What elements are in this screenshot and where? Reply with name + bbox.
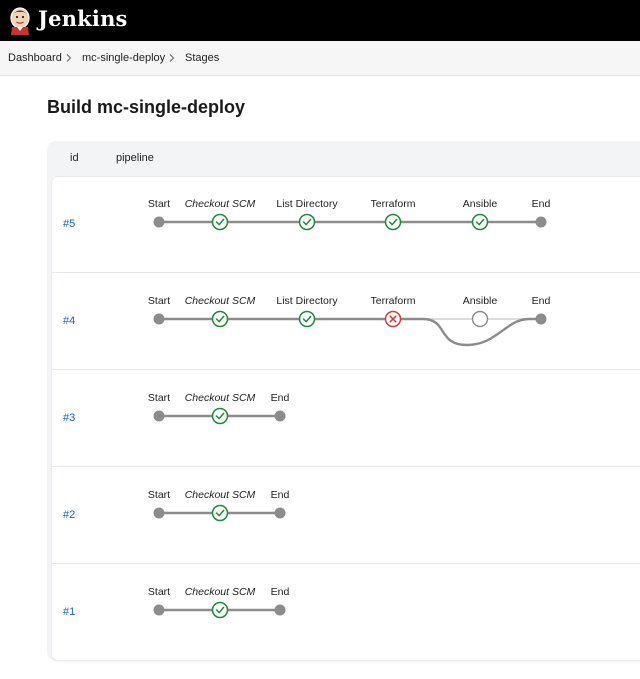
page-title: Build mc-single-deploy	[47, 97, 246, 117]
start-node[interactable]	[153, 604, 165, 616]
jenkins-logo-icon[interactable]	[8, 6, 32, 36]
row-divider	[51, 369, 640, 370]
start-node[interactable]	[153, 507, 165, 519]
end-node[interactable]	[274, 604, 286, 616]
chevron-right-icon	[66, 54, 72, 62]
success-check-icon[interactable]	[211, 601, 229, 619]
run-link-4[interactable]: #4	[63, 315, 76, 327]
failure-x-icon[interactable]	[384, 310, 402, 328]
end-node[interactable]	[535, 216, 547, 228]
row-divider	[51, 272, 640, 273]
chevron-right-icon	[169, 54, 175, 62]
success-check-icon[interactable]	[298, 310, 316, 328]
success-check-icon[interactable]	[384, 213, 402, 231]
run-link-1[interactable]: #1	[63, 606, 76, 618]
breadcrumb-stages[interactable]: Stages	[185, 52, 220, 64]
breadcrumb: Dashboard mc-single-deploy Stages	[0, 41, 640, 76]
top-bar: Jenkins	[0, 0, 640, 41]
end-node[interactable]	[274, 507, 286, 519]
end-node[interactable]	[535, 313, 547, 325]
run-link-3[interactable]: #3	[63, 412, 76, 424]
table-body	[51, 176, 640, 661]
row-divider	[51, 563, 640, 564]
column-header-pipeline: pipeline	[116, 152, 154, 164]
start-node[interactable]	[153, 313, 165, 325]
not-run-node-icon[interactable]	[471, 310, 489, 328]
run-link-5[interactable]: #5	[63, 218, 76, 230]
success-check-icon[interactable]	[211, 310, 229, 328]
success-check-icon[interactable]	[211, 213, 229, 231]
start-node[interactable]	[153, 216, 165, 228]
end-node[interactable]	[274, 410, 286, 422]
success-check-icon[interactable]	[211, 407, 229, 425]
breadcrumb-mc-single-deploy[interactable]: mc-single-deploy	[82, 52, 166, 64]
success-check-icon[interactable]	[211, 504, 229, 522]
success-check-icon[interactable]	[298, 213, 316, 231]
breadcrumb-dashboard[interactable]: Dashboard	[8, 52, 62, 64]
run-link-2[interactable]: #2	[63, 509, 76, 521]
brand-title[interactable]: Jenkins	[38, 6, 128, 31]
start-node[interactable]	[153, 410, 165, 422]
success-check-icon[interactable]	[471, 213, 489, 231]
column-header-id: id	[70, 152, 79, 164]
row-divider	[51, 466, 640, 467]
